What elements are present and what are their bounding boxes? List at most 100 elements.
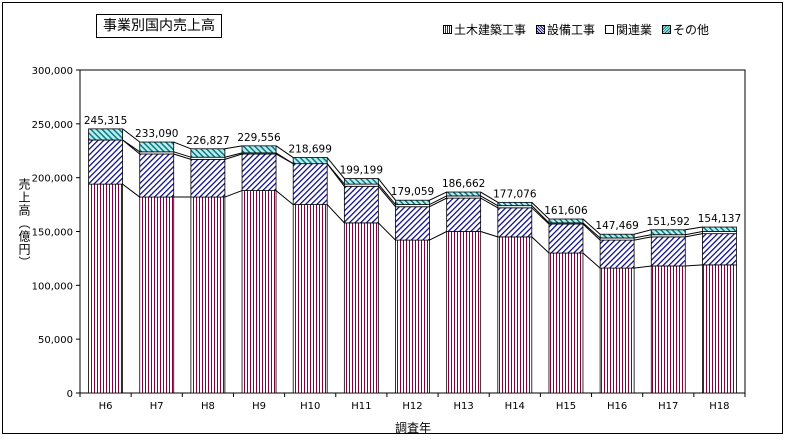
x-tick-label: H8	[201, 401, 215, 412]
bar-segment-2	[139, 153, 175, 198]
series-connector-line	[634, 265, 652, 269]
y-tick-label: 200,000	[32, 174, 73, 185]
series-connector-line	[122, 183, 141, 198]
series-connector-line	[429, 197, 447, 208]
series-connector-line	[685, 264, 703, 267]
legend-swatch-equipment	[536, 25, 546, 34]
bar-segment-2	[292, 163, 328, 205]
series-connector-line	[173, 151, 192, 158]
y-axis-label: 売上高（億円）	[17, 178, 31, 269]
series-connector-line	[224, 145, 243, 150]
series-connector-line	[685, 231, 703, 236]
bar-segment-1	[446, 231, 482, 394]
x-tick-label: H10	[300, 401, 320, 412]
legend-item-civil: 土木建築工事	[443, 21, 526, 38]
y-tick-label: 250,000	[32, 120, 73, 131]
x-tick-label: H9	[252, 401, 266, 412]
legend-item-related: 関連業	[605, 21, 652, 38]
x-tick-label: H6	[99, 401, 113, 412]
bar-segment-1	[190, 196, 226, 394]
series-connector-line	[275, 145, 294, 158]
total-data-label: 245,315	[84, 115, 127, 127]
bar-segment-2	[395, 206, 430, 241]
y-tick-label: 0	[67, 389, 73, 400]
y-tick-label: 100,000	[32, 281, 73, 292]
series-connector-line	[685, 226, 703, 231]
series-connector-line	[224, 153, 243, 160]
series-connector-line	[531, 207, 550, 225]
bar-segment-2	[702, 233, 737, 266]
plot-area: 0 50,000 100,000 150,000 200,000 250,000 300,0…	[32, 66, 746, 412]
series-connector-line	[326, 204, 345, 224]
y-tick-label: 300,000	[32, 66, 73, 77]
total-data-label: 147,469	[595, 220, 638, 232]
bar-segment-2	[599, 239, 635, 269]
series-connector-line	[582, 223, 601, 241]
series-connector-line	[634, 236, 652, 241]
legend-swatch-other	[662, 25, 672, 34]
series-connector-line	[429, 231, 447, 241]
bar-segment-1	[241, 190, 277, 394]
bar-segment-4	[241, 145, 277, 154]
series-connector-line	[685, 233, 703, 238]
bar-segment-1	[139, 196, 175, 394]
series-connector-line	[531, 201, 550, 220]
bar-segment-2	[241, 153, 277, 191]
bar-segment-1	[548, 252, 584, 394]
bar-segment-2	[343, 185, 379, 224]
bar-segment-4	[599, 233, 635, 239]
legend-item-other: その他	[662, 21, 709, 38]
bar-segment-4	[446, 191, 482, 197]
series-connector-line	[582, 252, 601, 269]
bar-segment-1	[497, 236, 533, 394]
total-data-label: 179,059	[391, 186, 434, 198]
bar-segment-4	[139, 141, 175, 153]
series-connector-line	[480, 197, 499, 209]
series-connector-line	[531, 236, 550, 254]
bar-segment-4	[292, 157, 328, 165]
bar-segment-2	[650, 236, 686, 267]
bar-segment-4	[88, 128, 123, 141]
legend-item-equipment: 設備工事	[536, 21, 595, 38]
total-data-label: 199,199	[340, 165, 383, 177]
y-tick-label: 50,000	[38, 335, 73, 346]
series-connector-line	[377, 185, 396, 208]
total-data-label: 177,076	[493, 188, 537, 200]
series-connector-line	[275, 152, 294, 165]
series-connector-line	[480, 231, 498, 238]
series-connector-line	[582, 218, 601, 235]
series-connector-line	[326, 157, 345, 179]
bar-segment-1	[292, 204, 328, 394]
series-connector-line	[377, 222, 396, 241]
legend-swatch-related	[605, 25, 615, 34]
bar-segment-2	[190, 158, 226, 198]
x-tick-label: H7	[150, 401, 164, 412]
bar-segment-4	[497, 201, 533, 207]
bar-segment-4	[190, 148, 226, 158]
x-tick-label: H12	[402, 401, 422, 412]
series-connector-line	[326, 163, 345, 185]
chart-title: 事業別国内売上高	[96, 14, 222, 38]
bar-segment-1	[650, 265, 686, 394]
bar-segment-1	[395, 239, 430, 394]
series-connector-line	[531, 205, 550, 224]
bar-segment-2	[497, 207, 533, 238]
series-connector-line	[275, 190, 294, 205]
bar-segment-4	[395, 199, 430, 205]
legend-label-civil: 土木建築工事	[454, 23, 527, 37]
bar-segment-2	[88, 139, 123, 185]
series-connector-line	[122, 139, 141, 153]
bar-segment-4	[343, 178, 379, 185]
legend-label-equipment: 設備工事	[547, 23, 596, 37]
total-data-label: 154,137	[698, 213, 741, 225]
series-connector-line	[377, 178, 396, 201]
series-connector-line	[429, 195, 447, 206]
x-axis-label: 調査年	[395, 421, 432, 435]
total-data-label: 218,699	[288, 144, 331, 156]
total-data-label: 161,606	[544, 205, 588, 217]
series-connector-line	[224, 190, 243, 198]
series-connector-line	[173, 153, 192, 160]
series-connector-line	[173, 141, 192, 150]
legend-label-other: その他	[673, 23, 710, 37]
